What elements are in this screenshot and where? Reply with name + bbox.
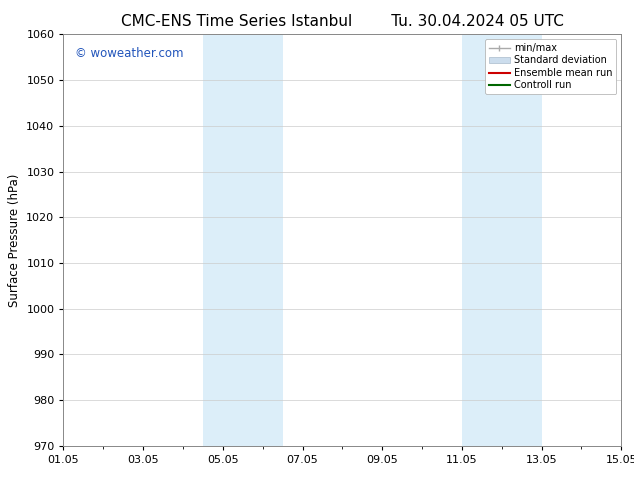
Text: © woweather.com: © woweather.com — [75, 47, 183, 60]
Title: CMC-ENS Time Series Istanbul        Tu. 30.04.2024 05 UTC: CMC-ENS Time Series Istanbul Tu. 30.04.2… — [121, 14, 564, 29]
Bar — [203, 34, 283, 446]
Y-axis label: Surface Pressure (hPa): Surface Pressure (hPa) — [8, 173, 21, 307]
Bar — [462, 34, 541, 446]
Legend: min/max, Standard deviation, Ensemble mean run, Controll run: min/max, Standard deviation, Ensemble me… — [485, 39, 616, 94]
